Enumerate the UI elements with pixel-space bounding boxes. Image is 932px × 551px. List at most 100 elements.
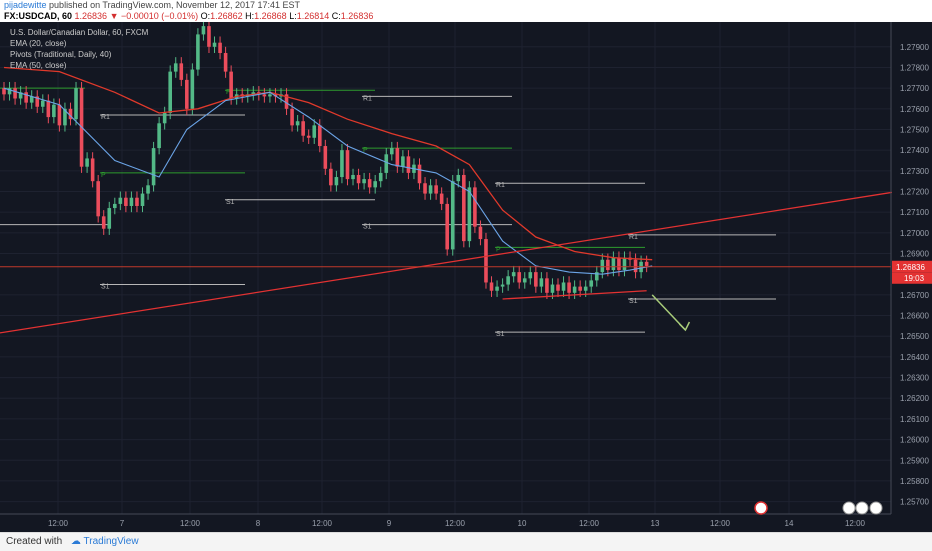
pivot-label: S1 xyxy=(496,331,505,338)
candle-body xyxy=(196,34,200,70)
candle-body xyxy=(423,183,427,194)
candle-body xyxy=(295,121,300,126)
candle-body xyxy=(57,104,62,126)
candle-body xyxy=(218,42,222,54)
candle-body xyxy=(7,88,12,95)
trendlines[interactable] xyxy=(0,171,932,345)
pivot-label: S1 xyxy=(629,298,638,305)
candle-body xyxy=(63,108,67,126)
pivot-label: S1 xyxy=(363,224,372,231)
price-tick-label: 1.27200 xyxy=(900,188,929,197)
price-tick-label: 1.27300 xyxy=(900,167,929,176)
candle-body xyxy=(201,26,206,35)
time-tick-label: 12:00 xyxy=(845,519,866,528)
candle-body xyxy=(589,280,594,287)
candle-body xyxy=(545,278,549,293)
price-tick-label: 1.27500 xyxy=(900,125,929,134)
close-label: C: xyxy=(331,11,341,21)
candle-body xyxy=(212,42,217,47)
candle-body xyxy=(35,96,40,107)
candle-body xyxy=(85,158,89,167)
price-tick-label: 1.27700 xyxy=(900,84,929,93)
candle-body xyxy=(135,197,139,206)
author-name[interactable]: pijadewitte xyxy=(4,0,47,10)
candle-body xyxy=(401,156,405,167)
candle-body xyxy=(162,112,167,124)
candle-body xyxy=(118,197,123,204)
price-tick-label: 1.26400 xyxy=(900,353,929,362)
candle-body xyxy=(622,257,627,271)
candle-body xyxy=(2,88,6,95)
price-tick-label: 1.26100 xyxy=(900,415,929,424)
price-tick-label: 1.26700 xyxy=(900,291,929,300)
high-label: H: xyxy=(245,11,255,21)
price-tick-label: 1.25700 xyxy=(900,498,929,507)
candle-body xyxy=(284,94,289,109)
candle-body xyxy=(323,146,328,169)
time-tick-label: 8 xyxy=(256,519,261,528)
ohlc-header: FX:USDCAD, 60 1.26836 ▼ −0.00010 (−0.01%… xyxy=(0,11,932,22)
last-price: 1.26836 xyxy=(74,11,108,21)
candle-body xyxy=(140,193,145,206)
current-price-tag xyxy=(892,260,932,273)
candle-body xyxy=(428,185,433,194)
candle-body xyxy=(251,92,256,95)
time-axis[interactable] xyxy=(0,514,932,532)
candle-body xyxy=(534,272,538,287)
economic-event-icons[interactable] xyxy=(754,501,883,515)
us-flag-event-icon[interactable] xyxy=(754,501,768,515)
candle-body xyxy=(567,282,571,293)
candle-body xyxy=(550,284,555,293)
us-flag-event-icon[interactable] xyxy=(855,501,869,515)
time-tick-label: 12:00 xyxy=(445,519,466,528)
candle-body xyxy=(96,181,100,217)
footer-created: Created with xyxy=(6,536,63,547)
candle-body xyxy=(262,94,267,97)
candle-body xyxy=(124,197,128,206)
price-tick-label: 1.27400 xyxy=(900,146,929,155)
candle-body xyxy=(18,92,23,99)
price-tick-label: 1.26500 xyxy=(900,332,929,341)
ema20-line xyxy=(3,87,653,275)
pivot-label: P xyxy=(101,172,106,179)
candle-body xyxy=(600,259,605,273)
candle-body xyxy=(572,286,577,293)
candle-body xyxy=(384,154,389,173)
open-value: 1.26862 xyxy=(210,11,243,21)
footer-brand[interactable]: TradingView xyxy=(83,536,139,547)
us-flag-event-icon[interactable] xyxy=(869,501,883,515)
price-tick-label: 1.27000 xyxy=(900,229,929,238)
candle-body xyxy=(24,92,28,103)
candle-body xyxy=(456,174,461,182)
candle-body xyxy=(367,179,372,188)
candle-body xyxy=(190,69,195,109)
candle-body xyxy=(229,71,233,99)
candle-body xyxy=(467,187,472,242)
candle-body xyxy=(473,187,477,227)
candle-body xyxy=(617,257,621,271)
tradingview-logo-icon[interactable]: ☁ xyxy=(70,536,81,547)
candle-body xyxy=(556,284,560,291)
pivot-label: R1 xyxy=(101,114,110,121)
candle-body xyxy=(157,123,161,149)
legend-pivots: Pivots (Traditional, Daily, 40) xyxy=(10,50,112,59)
candle-body xyxy=(52,104,56,118)
candle-body xyxy=(306,135,311,138)
candle-body xyxy=(40,100,45,107)
legend-symbol: U.S. Dollar/Canadian Dollar, 60, FXCM xyxy=(10,28,149,37)
time-tick-label: 12:00 xyxy=(710,519,731,528)
us-flag-event-icon[interactable] xyxy=(842,501,856,515)
candle-body xyxy=(129,197,134,206)
high-value: 1.26868 xyxy=(254,11,287,21)
pivot-label: R1 xyxy=(363,95,372,102)
chart-background xyxy=(0,22,932,532)
time-tick-label: 12:00 xyxy=(579,519,600,528)
candle-body xyxy=(583,286,588,291)
candle-body xyxy=(500,284,505,287)
candle-body xyxy=(561,282,566,291)
publish-header: pijadewitte published on TradingView.com… xyxy=(0,0,932,11)
close-value: 1.26836 xyxy=(340,11,374,21)
price-tick-label: 1.26300 xyxy=(900,374,929,383)
price-tick-label: 1.25800 xyxy=(900,477,929,486)
